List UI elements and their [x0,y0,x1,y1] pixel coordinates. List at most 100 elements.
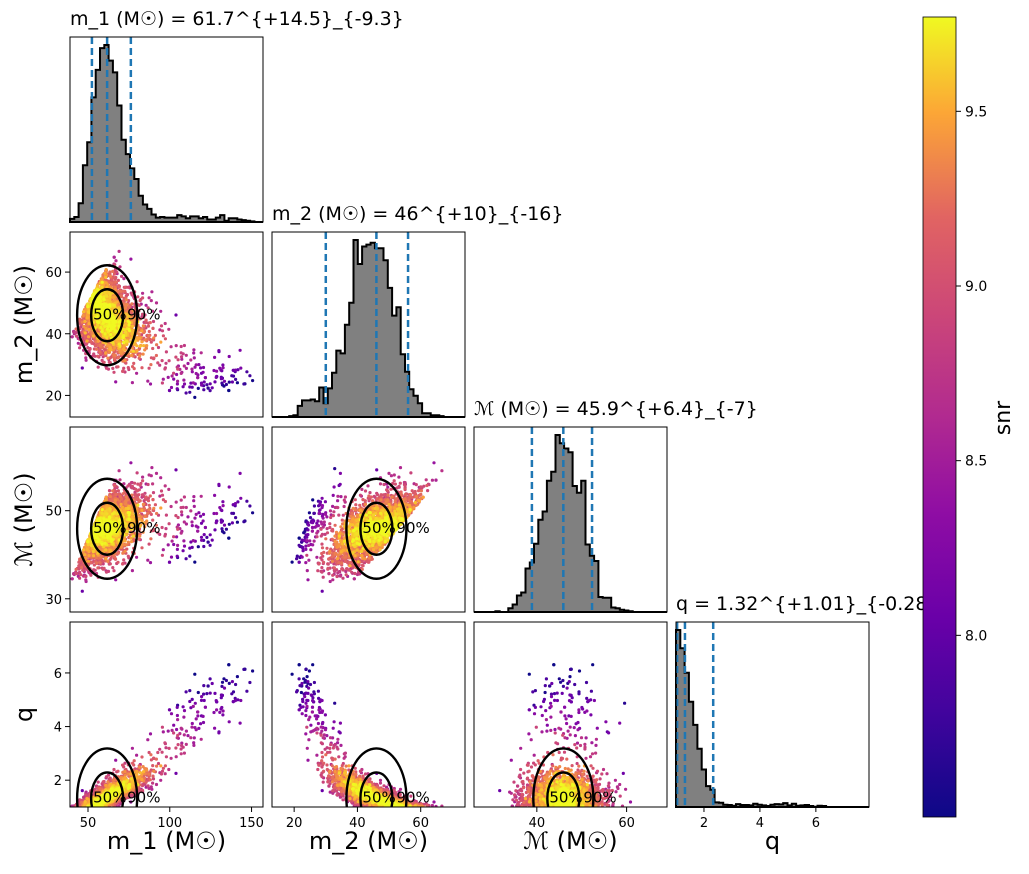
scatter-point [176,367,180,371]
scatter-point [245,499,249,503]
scatter-point [111,489,115,493]
scatter-point [251,379,255,383]
scatter-point [138,299,142,303]
scatter-point [147,329,151,334]
scatter-point [137,493,141,497]
scatter-point [137,513,141,517]
scatter-point [103,332,107,336]
scatter-point [108,293,112,297]
scatter-point [151,319,156,324]
scatter-point [208,382,212,386]
scatter-panel-mc-vs-m1: 50% 90% [69,426,264,613]
scatter-point [194,363,198,367]
scatter-point [141,530,145,534]
scatter-point [192,499,196,503]
scatter-point [208,543,212,547]
scatter-point [140,508,144,512]
scatter-point [130,515,134,519]
scatter-point [113,498,117,502]
scatter-point [121,562,125,566]
scatter-point [182,520,186,524]
scatter-point [215,511,219,516]
scatter-point [130,331,134,335]
scatter-point [184,522,188,526]
scatter-point [141,352,145,356]
scatter-point [149,299,153,303]
scatter-point [140,546,144,550]
scatter-point [151,518,155,522]
scatter-point [217,349,221,353]
scatter-point [141,324,145,328]
scatter-point [122,558,126,562]
scatter-point [81,550,85,555]
scatter-point [115,270,119,274]
scatter-point [111,512,115,516]
scatter-point [174,500,178,504]
scatter-point [103,324,107,328]
scatter-point [105,512,109,516]
scatter-point [201,370,205,374]
scatter-point [179,344,183,349]
scatter-point [138,524,142,528]
scatter-point [221,363,225,367]
scatter-point [122,347,126,351]
scatter-point [125,293,130,297]
scatter-point [146,511,150,516]
scatter-point [191,381,195,385]
scatter-point [138,354,142,358]
scatter-point [266,354,269,357]
scatter-point [109,333,113,337]
scatter-point [175,382,179,386]
scatter-point [124,361,128,365]
scatter-point [227,536,231,540]
scatter-point [123,359,127,363]
scatter-point [184,353,188,357]
scatter-point [102,297,106,301]
scatter-point [213,528,217,532]
scatter-point [78,557,82,562]
scatter-point [203,376,207,380]
scatter-point [85,339,89,343]
scatter-point [104,281,108,285]
scatter-point [189,540,193,544]
scatter-point [218,366,222,370]
scatter-point [166,375,170,379]
scatter-point [98,343,103,347]
scatter-point [116,278,120,282]
scatter-point [147,473,151,477]
scatter-point [147,542,151,546]
scatter-point [92,334,96,338]
scatter-point [121,289,125,293]
scatter-point [130,511,134,516]
scatter-point [80,330,84,334]
scatter-point [112,255,116,259]
histogram-title-mc: ℳ (M☉) = 45.9^{+6.4}_{-7} [474,398,758,420]
scatter-point [86,559,91,563]
scatter-point [96,566,100,570]
scatter-point [190,370,194,374]
scatter-point [92,554,96,558]
scatter-point [230,511,234,515]
scatter-point [197,511,201,515]
scatter-point [111,506,115,510]
scatter-point [104,268,108,272]
scatter-point [102,318,106,322]
scatter-point [102,310,106,315]
scatter-point [70,335,74,339]
scatter-point [111,295,115,299]
scatter-point [112,276,116,280]
scatter-point [201,512,206,517]
scatter-point [137,332,141,336]
scatter-point [152,506,156,510]
scatter-point [111,325,115,329]
scatter-point [92,352,96,356]
scatter-point [104,548,108,552]
scatter-point [105,514,109,519]
scatter-point [194,371,198,376]
scatter-point [143,491,147,495]
scatter-point [140,333,144,337]
scatter-point [121,335,125,340]
scatter-point [143,525,147,529]
scatter-point [94,556,98,560]
scatter-point [148,382,153,386]
